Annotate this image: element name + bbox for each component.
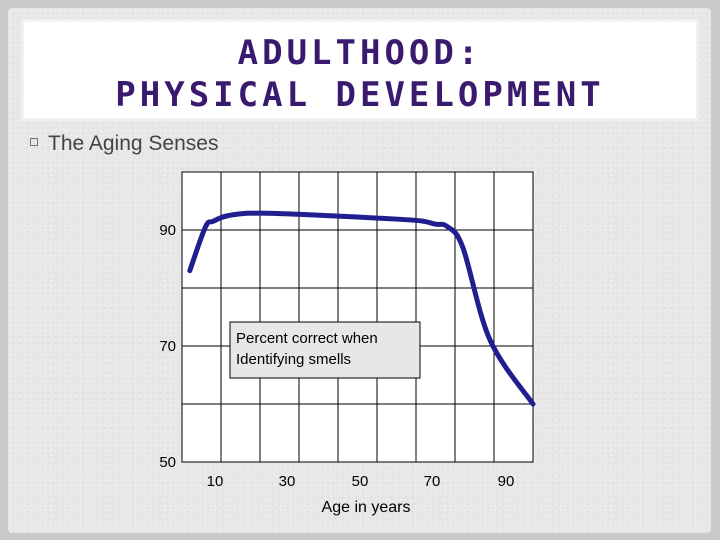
x-tick-label: 50: [352, 473, 369, 490]
title-box: ADULTHOOD: PHYSICAL DEVELOPMENT: [24, 22, 696, 118]
plot-area: [181, 171, 534, 463]
bullet-text: The Aging Senses: [48, 132, 219, 155]
bullet-item: The Aging Senses: [30, 132, 218, 158]
y-tick-label: 90: [159, 222, 176, 239]
slide-title-line-1: ADULTHOOD:: [237, 33, 483, 73]
plot-background: [181, 171, 534, 463]
x-tick-labels: 10 30 50 70 90: [207, 473, 515, 490]
series-group: [187, 210, 536, 407]
x-axis-title: Age in years: [322, 499, 411, 516]
x-tick-label: 70: [424, 473, 441, 490]
y-tick-label: 70: [159, 338, 176, 355]
annotation-box: Percent correct when Identifying smells: [229, 321, 421, 379]
annotation-line-2: Identifying smells: [236, 351, 351, 368]
y-tick-label: 50: [159, 454, 176, 471]
series-line: [187, 210, 536, 407]
annotation-line-1: Percent correct when: [236, 330, 378, 347]
y-tick-labels: 90 70 50: [159, 222, 176, 471]
x-tick-label: 30: [279, 473, 296, 490]
x-tick-label: 10: [207, 473, 224, 490]
chart-grid: [182, 172, 533, 462]
x-tick-label: 90: [498, 473, 515, 490]
slide-title-line-2: PHYSICAL DEVELOPMENT: [115, 75, 605, 115]
square-bullet-icon: [30, 138, 38, 147]
